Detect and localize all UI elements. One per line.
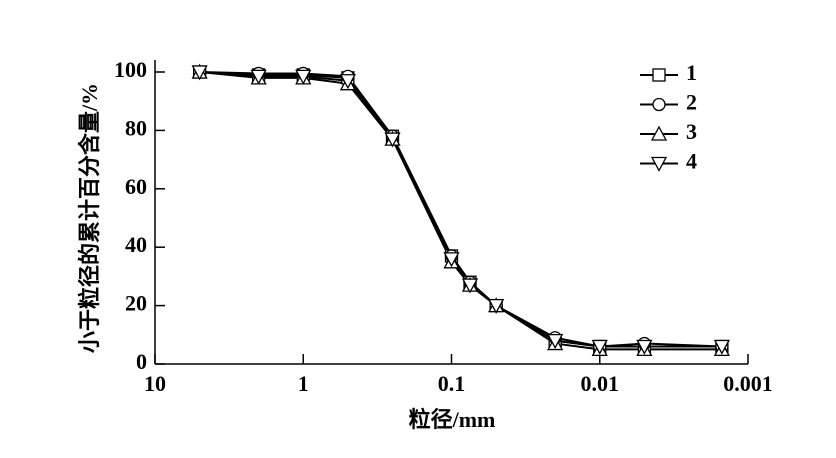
legend-marker [650,125,668,141]
y-tick-label: 20 [125,291,147,316]
series-line [199,71,722,348]
data-point [384,132,401,148]
y-axis-title: 小于粒径的累计百分含量/% [77,83,102,353]
legend-label: 1 [686,60,697,85]
data-point [636,339,653,355]
x-tick-label: 0.1 [438,371,466,396]
y-tick-label: 0 [136,349,147,374]
legend-label: 2 [686,90,697,115]
x-tick-label: 1 [298,371,309,396]
series-line [199,71,722,348]
x-tick-label: 0.001 [723,371,773,396]
data-point [488,298,505,314]
data-point [591,339,608,355]
y-tick-label: 60 [125,174,147,199]
x-tick-label: 10 [144,371,166,396]
y-tick-label: 40 [125,232,147,257]
data-point [339,74,356,90]
data-point [443,252,460,268]
x-axis-title: 粒径/mm [409,407,496,432]
legend-label: 4 [686,149,697,174]
data-point [191,65,208,81]
y-tick-label: 100 [114,57,147,82]
data-point [713,339,730,355]
legend-label: 3 [686,119,697,144]
y-tick-label: 80 [125,115,147,140]
series-line [199,71,722,351]
x-tick-label: 0.01 [581,371,620,396]
data-point [461,278,479,294]
legend-marker [652,68,666,82]
data-point [547,333,564,350]
legend-marker [650,156,668,172]
data-point [295,69,312,85]
series-line [199,71,722,348]
data-point [250,69,267,85]
legend-marker [652,97,666,112]
